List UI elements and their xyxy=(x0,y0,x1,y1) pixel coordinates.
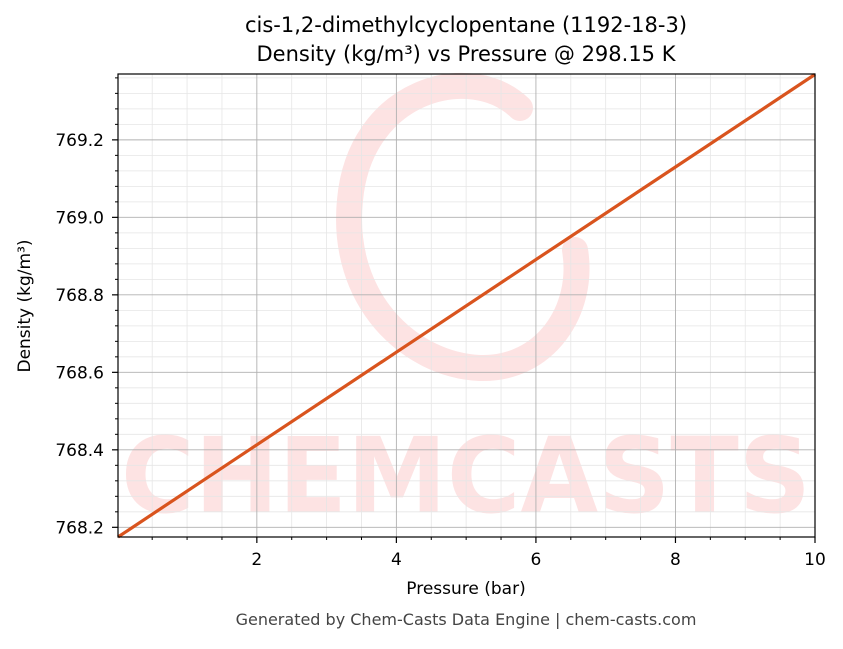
density-series-line xyxy=(117,73,816,539)
x-axis-ticks: 2 4 6 8 10 xyxy=(151,537,826,570)
x-tick-label: 4 xyxy=(391,550,402,570)
y-tick-label: 768.8 xyxy=(55,286,104,306)
y-tick-label: 769.0 xyxy=(55,208,104,228)
x-tick-label: 6 xyxy=(531,550,542,570)
y-axis-label: Density (kg/m³) xyxy=(15,239,35,372)
series-layer xyxy=(117,73,816,539)
footer-credit: Generated by Chem-Casts Data Engine | ch… xyxy=(236,610,697,629)
chart-title: cis-1,2-dimethylcyclopentane (1192-18-3) xyxy=(245,13,687,37)
x-tick-label: 8 xyxy=(670,550,681,570)
chart-subtitle: Density (kg/m³) vs Pressure @ 298.15 K xyxy=(256,42,676,66)
y-tick-label: 769.2 xyxy=(55,131,104,151)
y-tick-label: 768.4 xyxy=(55,441,104,461)
grid-minor xyxy=(118,74,815,537)
watermark-swirl xyxy=(336,73,590,382)
y-tick-label: 768.6 xyxy=(55,363,104,383)
x-axis-label: Pressure (bar) xyxy=(406,579,525,599)
x-tick-label: 10 xyxy=(804,550,826,570)
y-axis-ticks: 768.2 768.4 768.6 768.8 769.0 769.2 xyxy=(55,77,118,538)
x-tick-label: 2 xyxy=(251,550,262,570)
y-tick-label: 768.2 xyxy=(55,518,104,538)
